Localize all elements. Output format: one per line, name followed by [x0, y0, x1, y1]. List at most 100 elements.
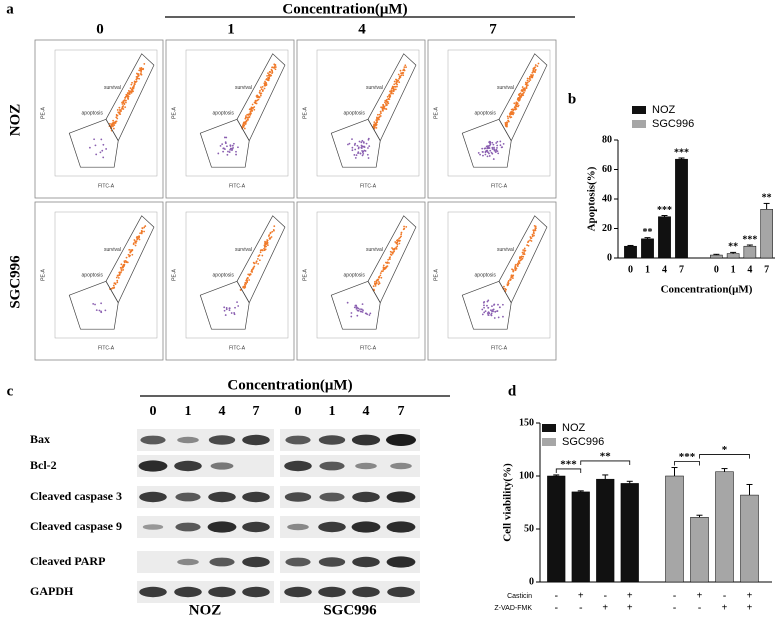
event-dot	[242, 122, 245, 124]
event-dot	[354, 148, 357, 151]
event-dot	[524, 249, 527, 252]
event-dot	[481, 313, 484, 316]
event-dot	[529, 239, 531, 242]
significance-label: ***	[674, 147, 689, 158]
event-dot	[387, 97, 390, 100]
apoptosis-gate	[461, 118, 512, 168]
event-dot	[112, 284, 115, 287]
event-dot	[515, 101, 518, 104]
event-dot	[355, 306, 358, 308]
event-dot	[353, 154, 356, 156]
event-dot	[127, 253, 130, 256]
event-dot	[120, 269, 123, 272]
event-dot	[364, 150, 367, 152]
event-dot	[399, 76, 402, 78]
gate-label: apoptosis	[344, 272, 366, 278]
gate-label: apoptosis	[213, 272, 235, 278]
event-dot	[534, 71, 537, 73]
flow-plot-frame	[427, 201, 557, 361]
blot-band	[210, 462, 234, 470]
lane-label: 7	[398, 404, 405, 419]
event-dot	[243, 127, 246, 130]
blot-band	[138, 460, 168, 472]
event-dot	[360, 146, 363, 149]
gate-label: survival	[235, 85, 252, 91]
event-dot	[526, 77, 529, 80]
panel-label: a	[6, 1, 14, 17]
treatment-sign: -	[555, 602, 558, 613]
event-dot	[119, 109, 122, 112]
event-dot	[259, 94, 262, 97]
event-dot	[490, 309, 492, 312]
event-dot	[101, 149, 104, 152]
bar	[547, 475, 566, 583]
event-dot	[381, 270, 384, 273]
event-dot	[520, 93, 523, 96]
event-dot	[492, 308, 494, 311]
event-dot	[388, 94, 391, 97]
x-tick-label: 4	[747, 264, 752, 275]
event-dot	[485, 150, 488, 153]
event-dot	[129, 251, 132, 253]
event-dot	[492, 310, 494, 313]
event-dot	[228, 151, 231, 153]
event-dot	[520, 89, 523, 92]
event-dot	[88, 146, 91, 149]
event-dot	[269, 70, 271, 73]
event-dot	[395, 246, 398, 249]
event-dot	[264, 80, 266, 83]
gate-label: survival	[104, 247, 121, 253]
event-dot	[517, 104, 520, 107]
event-dot	[383, 107, 386, 110]
event-dot	[380, 112, 382, 115]
event-dot	[271, 66, 273, 69]
event-dot	[502, 315, 504, 318]
y-tick-label: 150	[519, 417, 534, 428]
blot-band	[284, 460, 312, 472]
event-dot	[483, 311, 486, 314]
event-dot	[362, 153, 365, 155]
event-dot	[113, 124, 116, 126]
event-dot	[520, 95, 523, 97]
event-dot	[112, 121, 115, 124]
event-dot	[359, 310, 362, 313]
event-dot	[257, 255, 260, 257]
event-dot	[399, 239, 401, 242]
event-dot	[396, 245, 399, 248]
event-dot	[493, 149, 496, 152]
blot-band	[140, 435, 166, 445]
event-dot	[247, 114, 250, 116]
treatment-sign: +	[602, 602, 608, 613]
event-dot	[270, 74, 273, 77]
event-dot	[536, 65, 539, 68]
event-dot	[514, 269, 517, 271]
event-dot	[131, 253, 134, 256]
event-dot	[496, 146, 498, 149]
treatment-sign: +	[627, 590, 633, 601]
event-dot	[346, 301, 349, 304]
event-dot	[361, 303, 364, 306]
y-axis-label: Cell viability(%)	[502, 463, 514, 542]
event-dot	[125, 261, 128, 264]
event-dot	[366, 153, 369, 156]
event-dot	[493, 148, 496, 151]
axis-label: FITC-A	[229, 183, 246, 189]
event-dot	[394, 88, 397, 91]
event-dot	[389, 258, 391, 261]
blot-band	[318, 557, 346, 567]
event-dot	[515, 263, 517, 266]
flow-plot-frame	[34, 201, 164, 361]
event-dot	[526, 81, 529, 84]
significance-label: *	[722, 444, 728, 456]
event-dot	[534, 225, 537, 228]
event-dot	[390, 89, 393, 92]
blot-strip	[280, 581, 420, 603]
event-dot	[495, 142, 498, 144]
event-dot	[232, 142, 235, 145]
legend-label: SGC996	[562, 436, 604, 448]
x-tick-label: 0	[714, 264, 719, 275]
significance-label: ***	[679, 451, 696, 463]
lane-label: 0	[295, 404, 302, 419]
event-dot	[228, 309, 231, 312]
event-dot	[533, 67, 536, 69]
